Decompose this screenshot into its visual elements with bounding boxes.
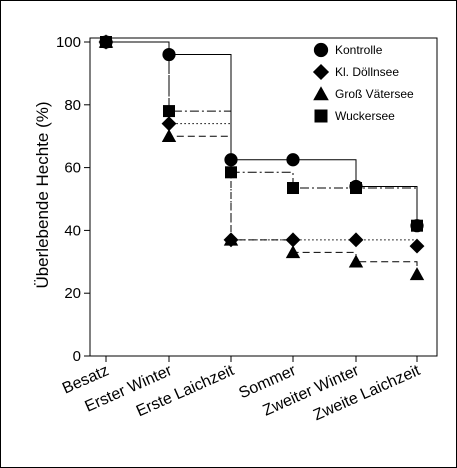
y-axis-title: Überlebende Hechte (%) (33, 101, 52, 288)
data-point-square (411, 219, 423, 232)
data-point-triangle (223, 232, 239, 246)
data-point-square (287, 182, 299, 195)
data-point-diamond (409, 238, 425, 254)
data-point-circle (162, 47, 176, 62)
data-point-diamond (161, 116, 177, 132)
legend: Kontrolle Kl. Döllnsee Groß Vätersee Wucker… (312, 42, 414, 123)
data-point-square (350, 182, 362, 195)
y-tick-label: 60 (64, 160, 81, 177)
legend-marker-square (314, 109, 328, 123)
data-point-triangle (161, 129, 177, 142)
y-tick-label: 80 (64, 97, 81, 114)
plot-area (89, 37, 438, 357)
data-point-square (163, 105, 175, 118)
data-point-square (225, 166, 237, 179)
data-point-triangle (409, 267, 425, 281)
y-tick-label: 0 (73, 348, 81, 365)
y-axis: 0 20 40 60 80 100 (56, 34, 90, 365)
plot-border (89, 37, 438, 357)
y-tick-label: 40 (64, 222, 81, 239)
legend-marker-triangle (313, 86, 329, 101)
data-point-square (100, 36, 112, 48)
data-point-triangle (285, 245, 301, 259)
legend-label: Wuckersee (335, 109, 395, 123)
data-point-triangle (348, 254, 364, 268)
legend-marker-diamond (312, 63, 330, 81)
legend-label: Kl. Döllnsee (335, 65, 399, 79)
x-tick-label: Zweite Laichzeit (311, 362, 423, 424)
legend-marker-circle (313, 42, 329, 58)
legend-label: Kontrolle (335, 43, 383, 57)
data-point-diamond (348, 232, 364, 248)
y-tick-label: 20 (64, 285, 81, 302)
y-tick-label: 100 (56, 34, 81, 51)
data-point-circle (224, 153, 238, 167)
series-line-2 (106, 41, 418, 247)
legend-label: Groß Vätersee (335, 87, 414, 101)
series-line-4 (106, 41, 418, 226)
series-markers (98, 34, 425, 281)
data-point-circle (286, 153, 300, 167)
data-point-diamond (285, 232, 301, 248)
